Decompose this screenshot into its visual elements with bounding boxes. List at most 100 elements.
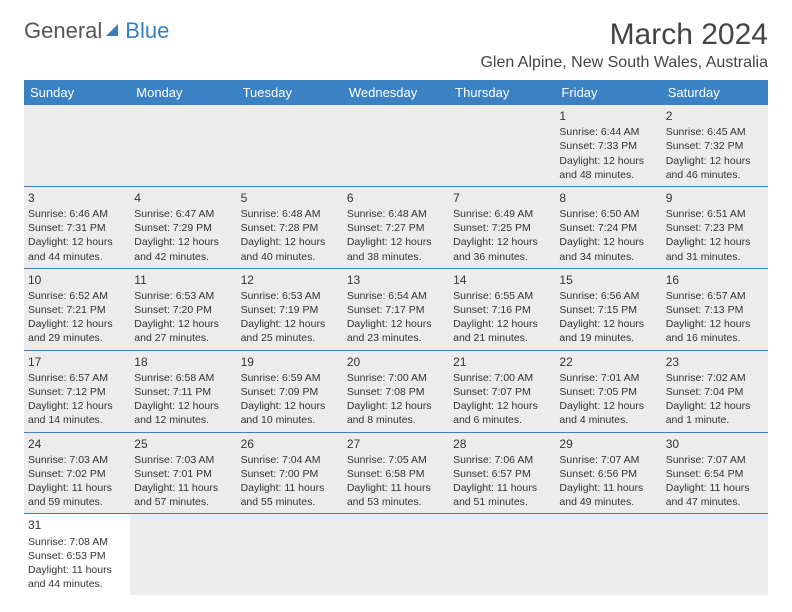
day-number: 3 xyxy=(28,190,126,206)
day-sunrise: Sunrise: 7:08 AM xyxy=(28,535,126,549)
day-sunrise: Sunrise: 7:03 AM xyxy=(28,453,126,467)
day-number: 17 xyxy=(28,354,126,370)
day-number: 24 xyxy=(28,436,126,452)
day-sunset: Sunset: 7:21 PM xyxy=(28,303,126,317)
day-daylight: Daylight: 11 hours and 57 minutes. xyxy=(134,481,232,509)
day-cell: 9Sunrise: 6:51 AMSunset: 7:23 PMDaylight… xyxy=(662,186,768,268)
day-cell: 29Sunrise: 7:07 AMSunset: 6:56 PMDayligh… xyxy=(555,432,661,514)
day-sunrise: Sunrise: 7:04 AM xyxy=(241,453,339,467)
day-cell: 24Sunrise: 7:03 AMSunset: 7:02 PMDayligh… xyxy=(24,432,130,514)
day-daylight: Daylight: 12 hours and 4 minutes. xyxy=(559,399,657,427)
day-sunset: Sunset: 7:13 PM xyxy=(666,303,764,317)
day-daylight: Daylight: 12 hours and 36 minutes. xyxy=(453,235,551,263)
day-cell xyxy=(237,514,343,595)
day-daylight: Daylight: 11 hours and 47 minutes. xyxy=(666,481,764,509)
day-daylight: Daylight: 12 hours and 6 minutes. xyxy=(453,399,551,427)
day-sunset: Sunset: 6:57 PM xyxy=(453,467,551,481)
day-header: Monday xyxy=(130,80,236,105)
day-sunset: Sunset: 6:58 PM xyxy=(347,467,445,481)
day-daylight: Daylight: 11 hours and 44 minutes. xyxy=(28,563,126,591)
day-sunrise: Sunrise: 6:48 AM xyxy=(241,207,339,221)
day-daylight: Daylight: 12 hours and 23 minutes. xyxy=(347,317,445,345)
day-daylight: Daylight: 12 hours and 46 minutes. xyxy=(666,154,764,182)
day-sunset: Sunset: 7:15 PM xyxy=(559,303,657,317)
day-daylight: Daylight: 12 hours and 19 minutes. xyxy=(559,317,657,345)
day-sunset: Sunset: 6:54 PM xyxy=(666,467,764,481)
day-sunset: Sunset: 7:25 PM xyxy=(453,221,551,235)
logo: GeneralBlue xyxy=(24,18,169,44)
day-sunrise: Sunrise: 7:00 AM xyxy=(347,371,445,385)
week-row: 3Sunrise: 6:46 AMSunset: 7:31 PMDaylight… xyxy=(24,186,768,268)
day-sunset: Sunset: 7:11 PM xyxy=(134,385,232,399)
week-row: 17Sunrise: 6:57 AMSunset: 7:12 PMDayligh… xyxy=(24,350,768,432)
day-cell xyxy=(130,105,236,186)
day-daylight: Daylight: 12 hours and 34 minutes. xyxy=(559,235,657,263)
day-sunrise: Sunrise: 6:55 AM xyxy=(453,289,551,303)
day-daylight: Daylight: 12 hours and 29 minutes. xyxy=(28,317,126,345)
day-number: 9 xyxy=(666,190,764,206)
calendar-body: 1Sunrise: 6:44 AMSunset: 7:33 PM Daylight… xyxy=(24,105,768,595)
day-number: 15 xyxy=(559,272,657,288)
day-cell: 31Sunrise: 7:08 AMSunset: 6:53 PMDayligh… xyxy=(24,514,130,595)
day-number: 6 xyxy=(347,190,445,206)
day-cell: 23Sunrise: 7:02 AMSunset: 7:04 PMDayligh… xyxy=(662,350,768,432)
day-sunrise: Sunrise: 6:59 AM xyxy=(241,371,339,385)
day-sunset: Sunset: 7:29 PM xyxy=(134,221,232,235)
day-cell: 13Sunrise: 6:54 AMSunset: 7:17 PMDayligh… xyxy=(343,268,449,350)
day-number: 20 xyxy=(347,354,445,370)
day-cell: 18Sunrise: 6:58 AMSunset: 7:11 PMDayligh… xyxy=(130,350,236,432)
day-number: 4 xyxy=(134,190,232,206)
day-cell: 14Sunrise: 6:55 AMSunset: 7:16 PMDayligh… xyxy=(449,268,555,350)
day-daylight: Daylight: 12 hours and 8 minutes. xyxy=(347,399,445,427)
day-cell xyxy=(343,514,449,595)
day-cell: 7Sunrise: 6:49 AMSunset: 7:25 PMDaylight… xyxy=(449,186,555,268)
day-sunrise: Sunrise: 6:56 AM xyxy=(559,289,657,303)
logo-sail-icon xyxy=(104,22,124,38)
day-sunrise: Sunrise: 6:51 AM xyxy=(666,207,764,221)
day-sunrise: Sunrise: 7:03 AM xyxy=(134,453,232,467)
day-sunrise: Sunrise: 6:54 AM xyxy=(347,289,445,303)
header: GeneralBlue March 2024 Glen Alpine, New … xyxy=(24,18,768,72)
day-number: 2 xyxy=(666,108,764,124)
day-cell: 5Sunrise: 6:48 AMSunset: 7:28 PMDaylight… xyxy=(237,186,343,268)
day-number: 22 xyxy=(559,354,657,370)
day-number: 26 xyxy=(241,436,339,452)
day-daylight: Daylight: 11 hours and 59 minutes. xyxy=(28,481,126,509)
day-sunrise: Sunrise: 6:45 AM xyxy=(666,125,764,139)
day-sunrise: Sunrise: 6:52 AM xyxy=(28,289,126,303)
day-sunset: Sunset: 7:16 PM xyxy=(453,303,551,317)
week-row: 24Sunrise: 7:03 AMSunset: 7:02 PMDayligh… xyxy=(24,432,768,514)
day-sunset: Sunset: 7:20 PM xyxy=(134,303,232,317)
calendar-table: SundayMondayTuesdayWednesdayThursdayFrid… xyxy=(24,80,768,595)
title-block: March 2024 Glen Alpine, New South Wales,… xyxy=(480,18,768,72)
day-cell: 6Sunrise: 6:48 AMSunset: 7:27 PMDaylight… xyxy=(343,186,449,268)
day-sunrise: Sunrise: 6:48 AM xyxy=(347,207,445,221)
day-sunset: Sunset: 7:05 PM xyxy=(559,385,657,399)
day-number: 1 xyxy=(559,108,657,124)
day-number: 18 xyxy=(134,354,232,370)
day-daylight: Daylight: 12 hours and 38 minutes. xyxy=(347,235,445,263)
day-cell: 27Sunrise: 7:05 AMSunset: 6:58 PMDayligh… xyxy=(343,432,449,514)
day-sunrise: Sunrise: 6:44 AM xyxy=(559,125,657,139)
day-sunset: Sunset: 7:00 PM xyxy=(241,467,339,481)
day-sunrise: Sunrise: 7:06 AM xyxy=(453,453,551,467)
location: Glen Alpine, New South Wales, Australia xyxy=(480,54,768,72)
day-sunrise: Sunrise: 7:01 AM xyxy=(559,371,657,385)
day-cell: 2Sunrise: 6:45 AMSunset: 7:32 PMDaylight… xyxy=(662,105,768,186)
day-daylight: Daylight: 12 hours and 42 minutes. xyxy=(134,235,232,263)
day-sunrise: Sunrise: 7:07 AM xyxy=(559,453,657,467)
day-cell: 12Sunrise: 6:53 AMSunset: 7:19 PMDayligh… xyxy=(237,268,343,350)
day-header: Tuesday xyxy=(237,80,343,105)
day-cell: 10Sunrise: 6:52 AMSunset: 7:21 PMDayligh… xyxy=(24,268,130,350)
day-sunrise: Sunrise: 6:58 AM xyxy=(134,371,232,385)
day-cell xyxy=(343,105,449,186)
day-sunrise: Sunrise: 6:57 AM xyxy=(666,289,764,303)
day-sunset: Sunset: 7:04 PM xyxy=(666,385,764,399)
day-sunset: Sunset: 7:33 PM xyxy=(559,139,657,153)
day-daylight: Daylight: 11 hours and 55 minutes. xyxy=(241,481,339,509)
day-sunset: Sunset: 7:02 PM xyxy=(28,467,126,481)
day-number: 13 xyxy=(347,272,445,288)
logo-text-2: Blue xyxy=(125,18,169,44)
day-sunset: Sunset: 7:23 PM xyxy=(666,221,764,235)
day-daylight: Daylight: 12 hours and 21 minutes. xyxy=(453,317,551,345)
